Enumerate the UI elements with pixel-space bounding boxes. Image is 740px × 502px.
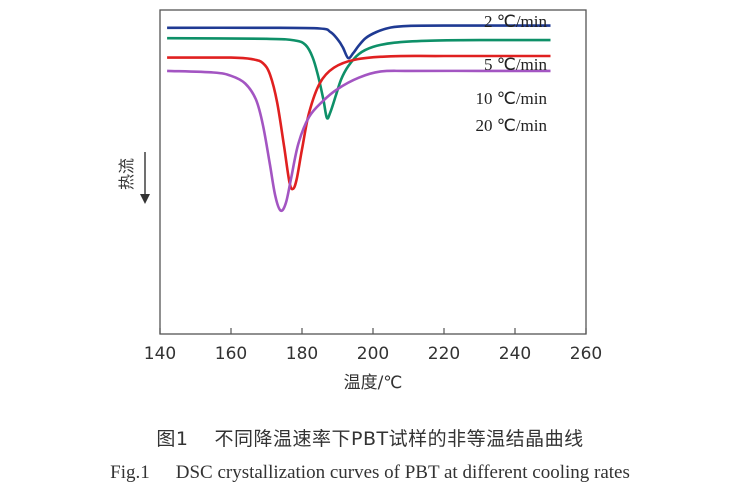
series-label: 2 ℃/min bbox=[484, 12, 548, 31]
series-label: 20 ℃/min bbox=[475, 116, 547, 135]
curve-2-min bbox=[167, 24, 551, 60]
x-tick-label: 140 bbox=[144, 344, 176, 364]
x-tick-label: 160 bbox=[215, 344, 247, 364]
caption-chinese: 图1 不同降温速率下PBT试样的非等温结晶曲线 bbox=[0, 424, 740, 451]
series-label: 10 ℃/min bbox=[475, 89, 547, 108]
down-arrow-icon bbox=[140, 152, 150, 204]
caption-en-label: Fig.1 bbox=[110, 462, 150, 483]
caption-cn-text: 不同降温速率下PBT试样的非等温结晶曲线 bbox=[214, 428, 584, 450]
dsc-chart: 2 ℃/min 5 ℃/min 10 ℃/min 20 ℃/min 140 160 180… bbox=[117, 9, 602, 393]
curves-group bbox=[167, 24, 551, 213]
x-tick-label: 200 bbox=[357, 344, 389, 364]
curve-5-min bbox=[167, 36, 551, 120]
caption-cn-label: 图1 bbox=[156, 428, 189, 450]
x-tick-label: 180 bbox=[286, 344, 318, 364]
x-tick-label: 240 bbox=[499, 344, 531, 364]
curve-10-min bbox=[167, 54, 551, 191]
caption-english: Fig.1 DSC crystallization curves of PBT a… bbox=[0, 462, 740, 484]
x-tick-label: 260 bbox=[570, 344, 602, 364]
series-label: 5 ℃/min bbox=[484, 55, 548, 74]
x-tick-label: 220 bbox=[428, 344, 460, 364]
x-axis-ticks: 140 160 180 200 220 240 260 bbox=[144, 328, 602, 364]
x-axis-label: 温度/℃ bbox=[344, 373, 403, 393]
legend-labels-group: 2 ℃/min 5 ℃/min 10 ℃/min 20 ℃/min bbox=[475, 12, 547, 135]
caption-en-text: DSC crystallization curves of PBT at dif… bbox=[175, 462, 630, 483]
y-axis-label: 热流 bbox=[117, 158, 136, 190]
curve-20-min bbox=[167, 69, 551, 213]
